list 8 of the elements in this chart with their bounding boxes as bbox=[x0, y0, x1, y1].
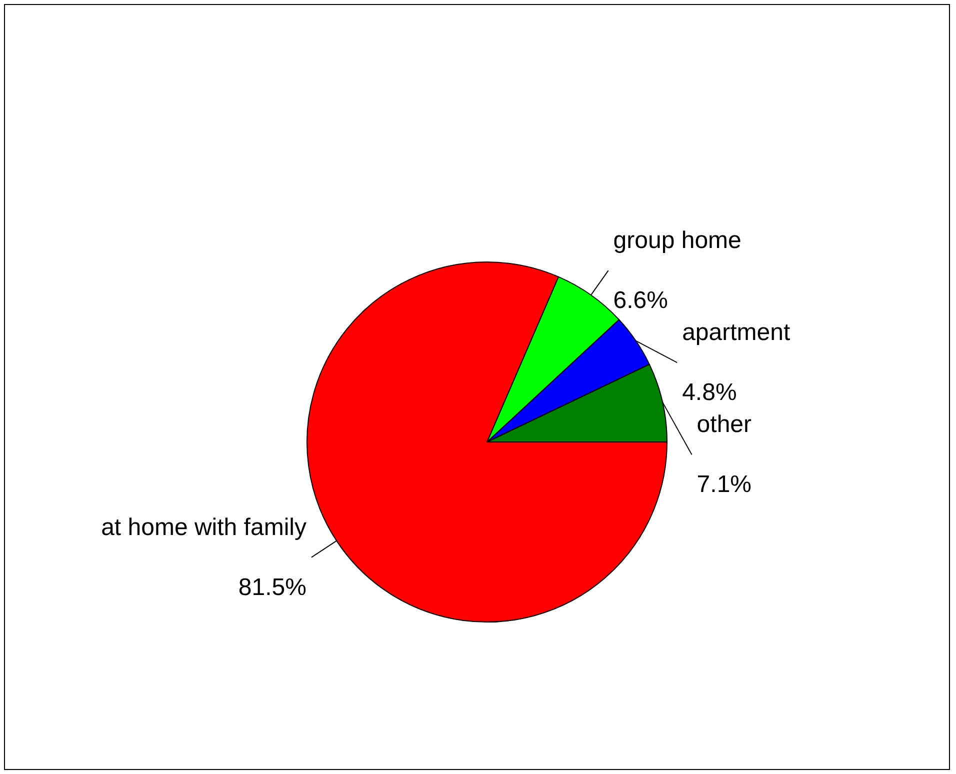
data-label: 6.6% bbox=[613, 287, 668, 314]
slice-label: group home bbox=[613, 227, 742, 254]
slice-label: at home with family bbox=[101, 514, 306, 541]
slice-label: apartment bbox=[682, 319, 790, 346]
slice-label: other bbox=[696, 411, 752, 438]
data-label: 7.1% bbox=[696, 471, 752, 498]
data-label: 81.5% bbox=[238, 574, 306, 601]
data-label: 4.8% bbox=[682, 379, 737, 406]
